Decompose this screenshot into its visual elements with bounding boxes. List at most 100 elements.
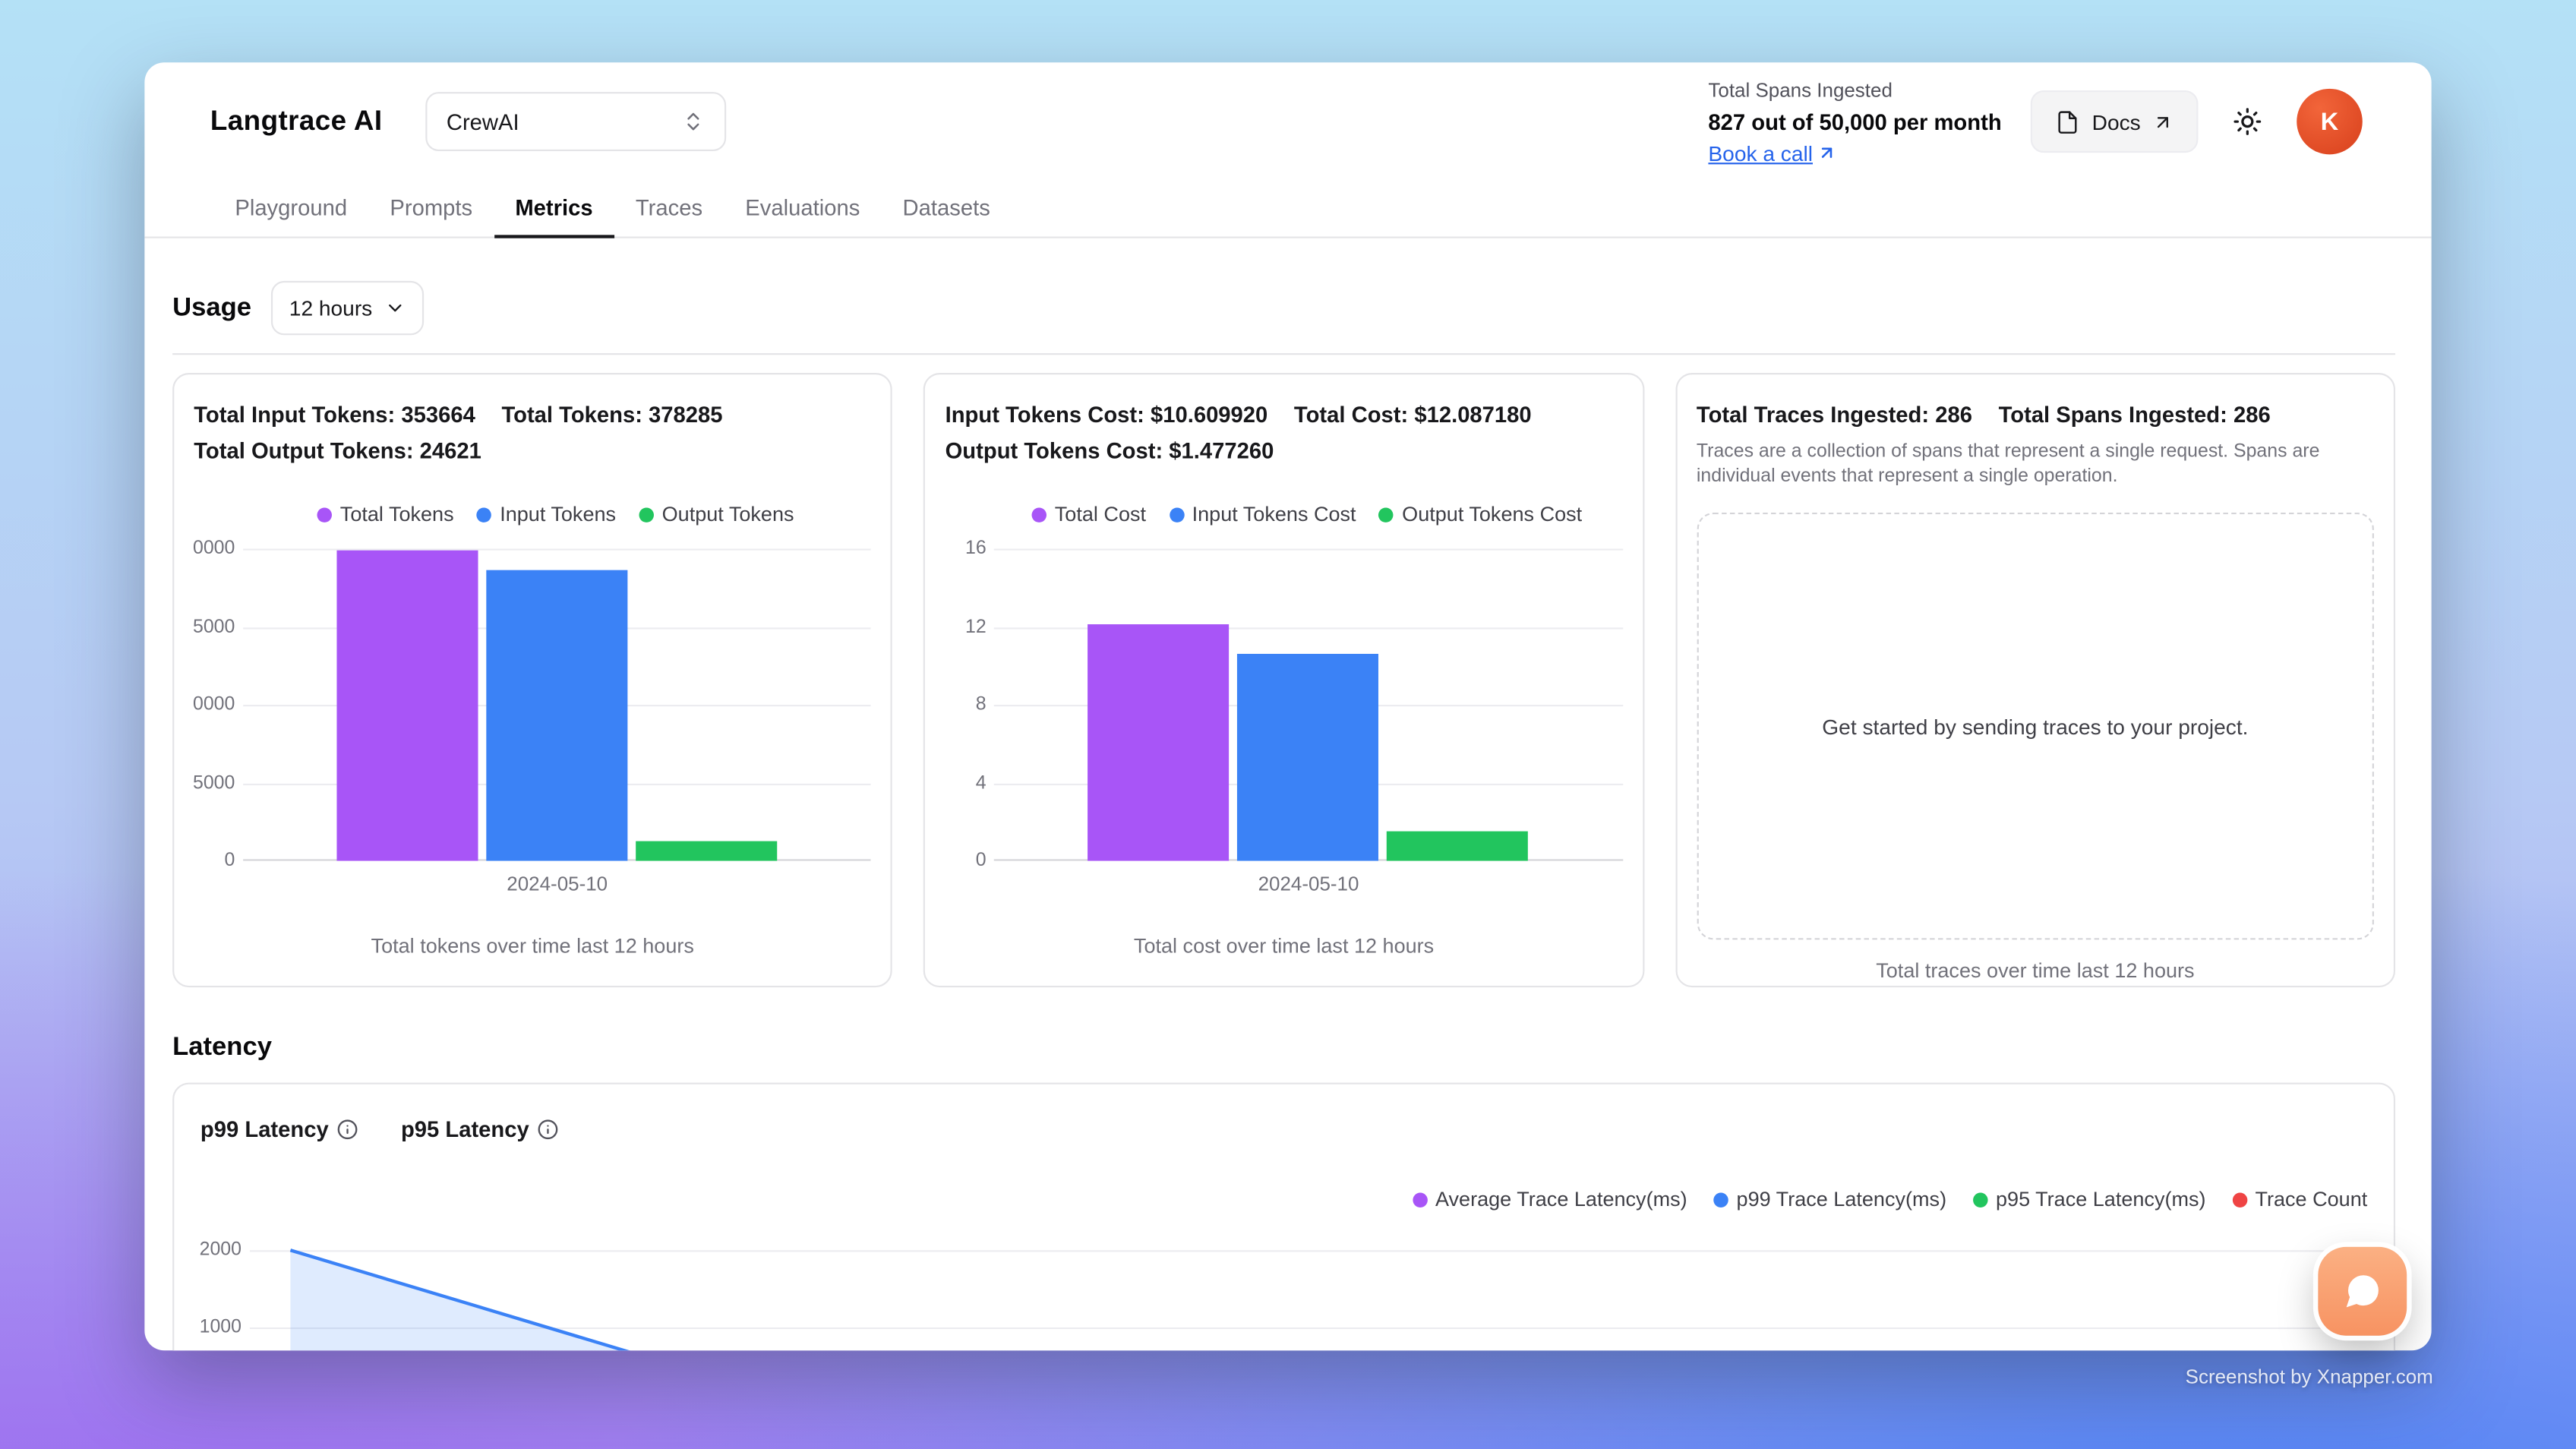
avatar-initial: K (2320, 107, 2339, 136)
time-range-selector[interactable]: 12 hours (271, 280, 424, 336)
legend-item-p95-trace-latency: p95 Trace Latency(ms) (1972, 1188, 2206, 1211)
project-selector-value: CrewAI (446, 109, 519, 134)
info-icon[interactable] (538, 1119, 559, 1140)
total-spans-ingested-stat: Total Spans Ingested: 286 (1998, 402, 2271, 428)
avatar[interactable]: K (2297, 88, 2363, 155)
legend-dot (1713, 1192, 1728, 1207)
nav-tabs: Playground Prompts Metrics Traces Evalua… (144, 181, 2432, 238)
latency-card-header: p99 Latency p95 Latency (200, 1117, 2367, 1141)
usage-heading: Usage (172, 293, 252, 321)
legend-label: Average Trace Latency(ms) (1435, 1188, 1687, 1211)
y-tick: 1000 (199, 1317, 242, 1337)
section-divider (172, 353, 2396, 355)
tokens-bar-chart: 0000 5000 0000 5000 0 (192, 539, 872, 871)
gridline (994, 627, 1623, 629)
y-tick: 8 (975, 695, 987, 715)
sun-icon (2233, 108, 2262, 135)
legend-label: Total Tokens (339, 502, 454, 526)
x-axis-label: 2024-05-10 (1258, 872, 1359, 895)
y-tick: 0 (975, 851, 987, 871)
cost-stats-row1: Input Tokens Cost: $10.609920 Total Cost… (945, 398, 1623, 434)
legend-dot (1378, 507, 1394, 522)
y-tick: 2000 (199, 1240, 242, 1261)
latency-heading: Latency (172, 1033, 272, 1062)
theme-toggle-button[interactable] (2218, 92, 2277, 151)
tab-prompts[interactable]: Prompts (390, 195, 473, 220)
legend-dot (1412, 1192, 1428, 1207)
legend-item-input-tokens-cost: Input Tokens Cost (1169, 503, 1356, 526)
chat-bubble-icon (2346, 1275, 2379, 1308)
traces-stats-row: Total Traces Ingested: 286 Total Spans I… (1697, 398, 2374, 434)
p99-latency-text: p99 Latency (200, 1117, 329, 1142)
arrow-up-right-icon (1822, 147, 1833, 158)
tokens-plot-area (243, 548, 872, 861)
time-range-value: 12 hours (289, 295, 373, 320)
cost-y-axis: 16 12 8 4 0 (945, 539, 995, 871)
legend-dot (476, 507, 492, 522)
legend-label: Output Tokens (661, 502, 794, 526)
app-window: Langtrace AI CrewAI Total Spans Ingested… (144, 62, 2432, 1351)
legend-item-output-tokens: Output Tokens (639, 503, 794, 526)
tokens-bars (243, 549, 871, 861)
tab-datasets[interactable]: Datasets (902, 195, 990, 220)
legend-label: Input Tokens (500, 502, 617, 526)
cost-bars (994, 549, 1622, 861)
tokens-chart-caption: Total tokens over time last 12 hours (371, 934, 694, 958)
tab-evaluations[interactable]: Evaluations (745, 195, 860, 220)
y-tick: 12 (964, 617, 987, 637)
latency-area-series (250, 1230, 2367, 1351)
output-tokens-cost-stat: Output Tokens Cost: $1.477260 (945, 438, 1274, 464)
latency-line (290, 1250, 673, 1350)
total-input-tokens-stat: Total Input Tokens: 353664 (194, 402, 475, 428)
tokens-stats-row2: Total Output Tokens: 24621 (194, 434, 871, 470)
latency-card: p99 Latency p95 Latency Average Trace La… (172, 1082, 2396, 1351)
latency-area-chart: 2000 1000 (200, 1230, 2368, 1351)
cost-plot-area (994, 548, 1623, 861)
legend-label: Trace Count (2255, 1188, 2368, 1211)
y-tick: 5000 (192, 617, 235, 637)
y-tick: 4 (975, 772, 987, 793)
legend-dot (1972, 1192, 1988, 1207)
cost-bar-chart: 16 12 8 4 0 (945, 539, 1623, 871)
chevrons-up-down-icon (681, 110, 704, 133)
legend-dot (1031, 507, 1046, 522)
p99-latency-label: p99 Latency (200, 1117, 358, 1141)
book-a-call-link[interactable]: Book a call (1708, 137, 1837, 169)
project-selector[interactable]: CrewAI (425, 92, 726, 152)
p95-latency-label: p95 Latency (401, 1117, 559, 1141)
tab-metrics[interactable]: Metrics (494, 181, 614, 238)
spans-ingested-label: Total Spans Ingested (1708, 77, 1893, 102)
usage-cards-row: Total Input Tokens: 353664 Total Tokens:… (172, 373, 2396, 988)
info-icon[interactable] (337, 1119, 358, 1140)
latency-plot-area (249, 1230, 2368, 1351)
chevron-down-icon (388, 304, 401, 312)
tab-playground[interactable]: Playground (235, 195, 348, 220)
total-tokens-stat: Total Tokens: 378285 (501, 402, 723, 428)
legend-item-p99-trace-latency: p99 Trace Latency(ms) (1713, 1188, 1946, 1211)
latency-y-axis: 2000 1000 (200, 1230, 250, 1350)
traces-chart-caption: Total traces over time last 12 hours (1876, 959, 2195, 983)
tokens-card: Total Input Tokens: 353664 Total Tokens:… (172, 373, 893, 988)
brand-logo: Langtrace AI (210, 105, 383, 137)
bar-total-cost (1088, 625, 1230, 861)
y-tick: 0000 (192, 538, 235, 559)
cost-legend: Total Cost Input Tokens Cost Output Toke… (991, 503, 1622, 526)
chat-widget-button[interactable] (2318, 1246, 2407, 1336)
legend-dot (2232, 1192, 2247, 1207)
gridline (994, 548, 1623, 551)
legend-dot (1169, 507, 1184, 522)
tab-traces[interactable]: Traces (635, 195, 703, 220)
total-output-tokens-stat: Total Output Tokens: 24621 (194, 438, 481, 464)
legend-item-total-tokens: Total Tokens (317, 503, 454, 526)
total-traces-ingested-stat: Total Traces Ingested: 286 (1696, 402, 1972, 428)
book-a-call-label: Book a call (1708, 140, 1813, 166)
spans-usage-block: Total Spans Ingested 827 out of 50,000 p… (1708, 74, 2001, 168)
input-tokens-cost-stat: Input Tokens Cost: $10.609920 (945, 402, 1268, 428)
legend-item-total-cost: Total Cost (1031, 503, 1146, 526)
tokens-stats-row1: Total Input Tokens: 353664 Total Tokens:… (194, 398, 871, 434)
docs-button[interactable]: Docs (2031, 90, 2199, 153)
legend-label: Total Cost (1054, 502, 1147, 526)
bar-input-tokens-cost (1237, 654, 1380, 861)
docs-button-label: Docs (2091, 109, 2141, 134)
